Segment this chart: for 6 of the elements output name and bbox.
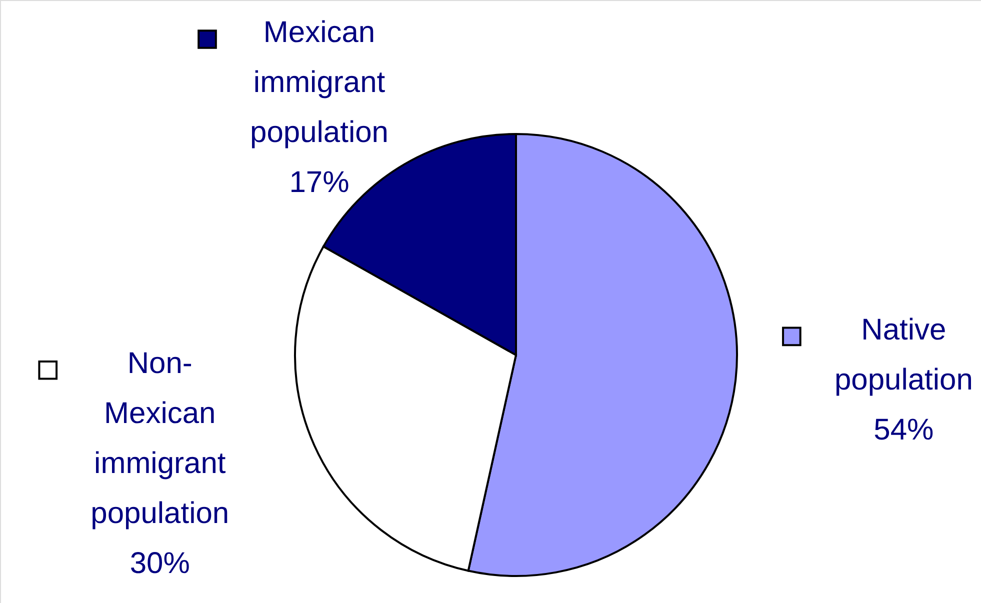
data-label: 30% xyxy=(130,547,190,580)
legend-label: Non-Mexican immigrant population xyxy=(90,347,230,530)
legend-label: Mexican immigrant population xyxy=(250,16,388,150)
legend-label: Native population xyxy=(834,313,973,396)
data-label: 17% xyxy=(289,166,350,200)
data-label: 54% xyxy=(874,413,934,446)
